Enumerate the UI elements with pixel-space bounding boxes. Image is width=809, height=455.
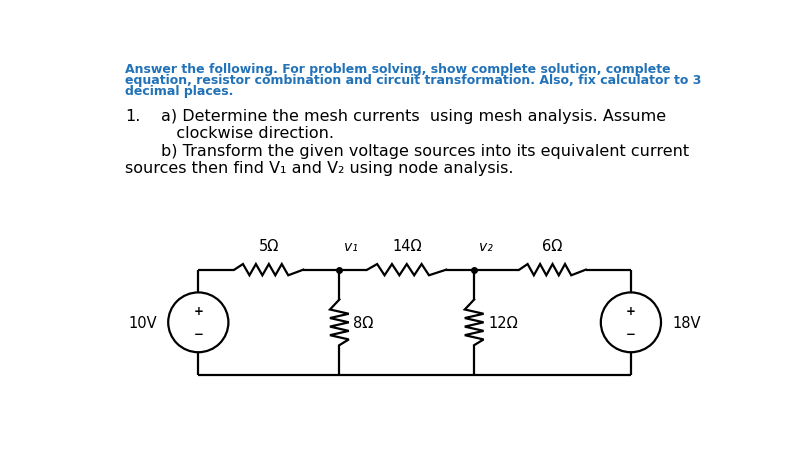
Text: v₁: v₁ xyxy=(345,239,358,253)
Text: 12Ω: 12Ω xyxy=(488,315,518,330)
Text: 18V: 18V xyxy=(672,315,701,330)
Text: clockwise direction.: clockwise direction. xyxy=(161,126,333,140)
Text: +: + xyxy=(626,305,636,318)
Text: a) Determine the mesh currents  using mesh analysis. Assume: a) Determine the mesh currents using mes… xyxy=(161,109,666,124)
Text: 14Ω: 14Ω xyxy=(392,238,421,253)
Text: decimal places.: decimal places. xyxy=(125,84,233,97)
Text: v₂: v₂ xyxy=(479,239,493,253)
Text: −: − xyxy=(626,328,636,340)
Text: 5Ω: 5Ω xyxy=(259,238,279,253)
Text: sources then find V₁ and V₂ using node analysis.: sources then find V₁ and V₂ using node a… xyxy=(125,161,514,175)
Text: b) Transform the given voltage sources into its equivalent current: b) Transform the given voltage sources i… xyxy=(161,144,688,159)
Text: 1.: 1. xyxy=(125,109,140,124)
Text: 10V: 10V xyxy=(129,315,157,330)
Text: −: − xyxy=(193,328,203,340)
Text: +: + xyxy=(193,305,203,318)
Text: 6Ω: 6Ω xyxy=(542,238,563,253)
Text: equation, resistor combination and circuit transformation. Also, fix calculator : equation, resistor combination and circu… xyxy=(125,74,701,87)
Text: 8Ω: 8Ω xyxy=(354,315,374,330)
Text: Answer the following. For problem solving, show complete solution, complete: Answer the following. For problem solvin… xyxy=(125,63,671,76)
